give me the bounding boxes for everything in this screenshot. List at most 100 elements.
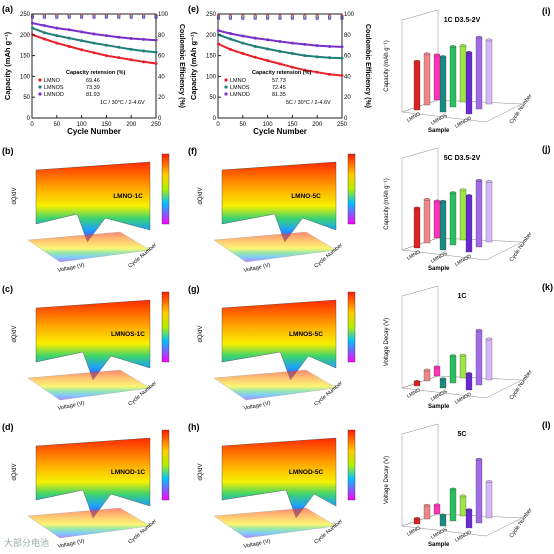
ce-point [117, 14, 121, 18]
bar [423, 199, 431, 244]
ce-point [142, 15, 146, 20]
y-right-tick-labels: 0 20 40 60 80 100 [344, 12, 355, 122]
bar [459, 45, 467, 103]
bar [475, 459, 483, 524]
ce-point [154, 15, 158, 20]
panel-label: (e) [188, 4, 199, 14]
bar [465, 52, 473, 115]
category-label: LMNOS [430, 526, 449, 540]
legend-marker [224, 92, 228, 96]
data-point [241, 41, 245, 45]
legend-name: LMNO [44, 78, 61, 84]
data-point [253, 44, 257, 48]
data-point [142, 37, 146, 41]
watermark: 大部分电池 [4, 536, 49, 549]
bar3d-chart-i: (i) 1C D3.5-2V Capacity (mAh g⁻¹) Sample Cyc… [384, 6, 551, 134]
data-point [266, 59, 270, 63]
panel-label: (h) [188, 422, 200, 432]
bar [459, 355, 467, 379]
plot-area [30, 13, 158, 66]
z-axis-label: Voltage Decay (V) [384, 318, 390, 366]
surface-mesh [35, 299, 151, 381]
bar [413, 207, 421, 249]
legend-value: 73.39 [86, 85, 100, 91]
bar-cap [485, 480, 493, 483]
ce-point [30, 15, 35, 20]
z-axis-label: Voltage Decay (V) [384, 456, 390, 504]
ce-point [79, 15, 84, 20]
ce-point [30, 14, 35, 18]
y-right-tick-label: 60 [344, 54, 351, 60]
bar-cap [433, 503, 441, 507]
data-point [278, 49, 282, 53]
x-tick-label: 50 [239, 122, 246, 128]
bar [485, 338, 493, 381]
data-point [55, 26, 59, 30]
bar [475, 37, 483, 110]
panel-label: (j) [542, 144, 551, 154]
data-point [117, 56, 121, 60]
data-point [266, 38, 270, 42]
ce-point [55, 15, 59, 20]
y-right-tick-label: 80 [344, 33, 351, 39]
category-label: LMNOS [430, 112, 449, 126]
data-point [303, 42, 307, 46]
bar-cap [475, 457, 483, 461]
x-tick-label: 200 [312, 122, 323, 128]
data-point [290, 52, 294, 56]
ce-point [340, 16, 344, 21]
bar-cap [465, 508, 473, 512]
data-point [92, 32, 96, 36]
bar [433, 54, 441, 101]
panel-label: (f) [188, 146, 197, 156]
z-axis-label: dQ/dV [12, 463, 18, 480]
y-right-tick-label: 100 [158, 12, 169, 18]
chart-title: 1C [458, 293, 467, 300]
panel-label: (i) [542, 6, 551, 16]
x-tick-label: 150 [101, 122, 112, 128]
data-point [241, 52, 245, 56]
colorbar [161, 429, 170, 501]
bar [485, 481, 493, 519]
bar3d-chart-j: (j) 5C D3.5-2V Capacity (mAh g⁻¹) Sample Cyc… [384, 144, 551, 272]
watermark-text: 大部分电池 [4, 538, 50, 548]
ce-point [228, 15, 233, 19]
data-point [80, 30, 84, 34]
data-point [315, 44, 319, 48]
category-label: LMNOD [454, 115, 473, 129]
bar [423, 505, 431, 520]
bar-cap [475, 179, 483, 182]
x-axis-label: Cycle Number [67, 127, 121, 136]
y-right-tick-label: 20 [158, 95, 165, 101]
legend-marker [38, 85, 42, 89]
x-tick-label: 200 [126, 122, 137, 128]
bar-cap [485, 337, 493, 341]
y-tick-label: 0 [213, 116, 217, 122]
data-point [142, 60, 146, 64]
bar-cap [423, 198, 431, 201]
ce-point [67, 15, 71, 20]
ce-point [315, 16, 319, 21]
data-point [290, 65, 294, 69]
plot-frame [31, 13, 157, 119]
surface-name: LMNOD-5C [289, 469, 324, 476]
bar-cap [485, 180, 493, 183]
data-point [67, 44, 71, 48]
bar-cap [433, 199, 441, 203]
data-point [154, 62, 158, 66]
ce-point [42, 14, 47, 18]
bar [433, 200, 441, 239]
bar [485, 181, 493, 243]
data-point [340, 45, 344, 49]
ce-point [328, 16, 332, 21]
bar-cap [433, 365, 441, 369]
bar-cap [449, 45, 457, 48]
panel-label: (k) [542, 282, 553, 292]
z-axis-label: dQ/dV [198, 187, 204, 204]
data-point [278, 62, 282, 66]
legend-value: 81.35 [272, 92, 286, 98]
legend-marker [224, 85, 228, 89]
y-right-tick-label: 0 [344, 116, 348, 122]
